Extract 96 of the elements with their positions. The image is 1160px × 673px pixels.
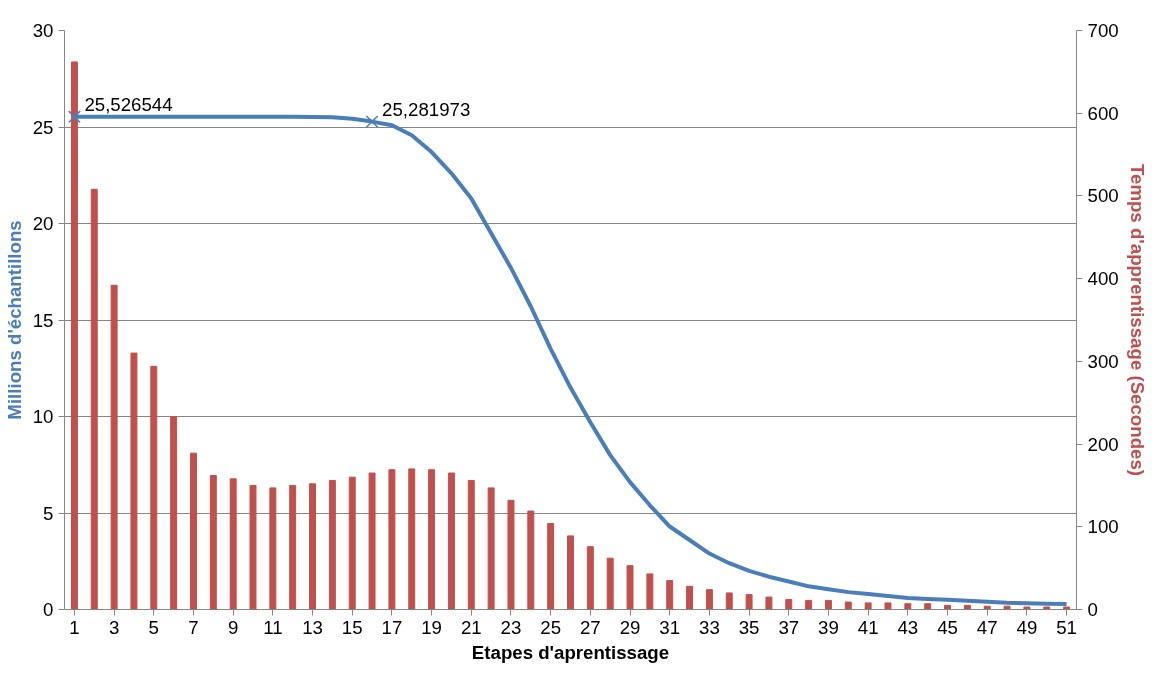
bar [447, 472, 455, 610]
bar [388, 469, 396, 610]
x-tick-label: 7 [188, 616, 199, 638]
x-tick-label: 5 [148, 616, 159, 638]
y-axis-title: Millions d'échantillons [3, 220, 25, 420]
y2-axis-title: Temps d'apprentissage (Secondes) [1126, 164, 1148, 476]
bar [190, 452, 197, 610]
x-tick-label: 47 [976, 616, 998, 638]
bar [844, 601, 852, 610]
bar [646, 573, 654, 610]
x-tick-label: 41 [857, 616, 879, 638]
x-axis-title: Etapes d'aprentissage [471, 641, 670, 663]
x-tick-label: 51 [1056, 616, 1077, 638]
data-label: 25,526544 [84, 93, 173, 115]
bar [745, 594, 753, 610]
y-tick-label: 30 [32, 20, 54, 41]
x-tick-label: 25 [540, 616, 562, 638]
y2-tick-label: 500 [1087, 185, 1119, 207]
x-tick-label: 11 [263, 616, 283, 638]
x-tick-label: 3 [108, 616, 120, 638]
x-tick-label: 15 [341, 616, 363, 638]
x-tick-label: 17 [381, 616, 403, 638]
x-tick-label: 1 [69, 616, 80, 638]
x-tick-label: 37 [778, 616, 800, 638]
bar [130, 352, 138, 610]
bar [110, 284, 118, 610]
bar [1003, 605, 1011, 610]
bar [487, 487, 495, 610]
bar [428, 469, 436, 610]
x-tick-label: 29 [619, 616, 641, 638]
bar [1023, 606, 1031, 610]
y2-tick-label: 0 [1087, 599, 1098, 620]
bar [70, 61, 78, 610]
y2-tick-label: 200 [1087, 433, 1119, 455]
y2-tick-label: 100 [1087, 516, 1119, 538]
bar [725, 592, 733, 610]
bar [686, 585, 694, 610]
bar [507, 499, 515, 610]
y2-tick-label: 700 [1087, 20, 1119, 41]
bar [1063, 606, 1071, 610]
x-tick-label: 9 [227, 616, 239, 638]
bar [170, 416, 178, 610]
bar [547, 522, 555, 610]
x-tick-label: 31 [659, 616, 681, 638]
bar [944, 604, 951, 610]
x-tick-label: 33 [699, 616, 720, 638]
bar [884, 602, 892, 610]
bar [467, 479, 475, 610]
x-tick-label: 35 [738, 616, 760, 638]
y-tick-label: 0 [43, 599, 54, 620]
bar [666, 580, 674, 610]
bar [209, 475, 217, 610]
bar [963, 604, 971, 610]
bar [805, 599, 813, 610]
bar [824, 599, 832, 610]
bar [864, 602, 872, 610]
bar [765, 596, 773, 610]
bar [785, 599, 793, 610]
bar [626, 565, 634, 610]
y2-tick-label: 600 [1087, 102, 1119, 124]
bar [150, 365, 158, 610]
bar [309, 483, 317, 610]
y-tick-label: 10 [32, 406, 54, 427]
x-tick-label: 23 [500, 616, 522, 638]
y-tick-label: 25 [32, 116, 54, 138]
bar [527, 510, 535, 610]
x-tick-label: 21 [460, 616, 482, 638]
bar [229, 478, 237, 610]
bar [368, 472, 376, 610]
x-tick-label: 43 [897, 616, 919, 638]
y-tick-label: 15 [32, 309, 54, 331]
bar [924, 603, 932, 610]
x-tick-label: 39 [818, 616, 839, 638]
bar [289, 484, 297, 610]
y-tick-label: 20 [32, 213, 54, 234]
x-tick-label: 49 [1016, 616, 1038, 638]
data-label: 25,281973 [382, 98, 471, 120]
bar [249, 484, 257, 610]
x-tick-label: 45 [937, 616, 958, 638]
x-tick-label: 19 [421, 616, 442, 638]
y2-tick-label: 400 [1087, 268, 1119, 290]
bar [269, 487, 277, 610]
bar [90, 188, 98, 610]
bar [348, 476, 356, 610]
x-tick-label: 13 [302, 616, 323, 638]
bar [904, 603, 912, 610]
x-tick-label: 27 [579, 616, 601, 638]
bar [408, 468, 416, 610]
y2-tick-label: 300 [1087, 350, 1119, 372]
bar [705, 589, 713, 610]
bar [567, 535, 574, 610]
bar [586, 546, 594, 610]
bar [606, 557, 614, 610]
y-tick-label: 5 [43, 502, 54, 524]
bar [1043, 606, 1051, 610]
bar [328, 479, 336, 610]
